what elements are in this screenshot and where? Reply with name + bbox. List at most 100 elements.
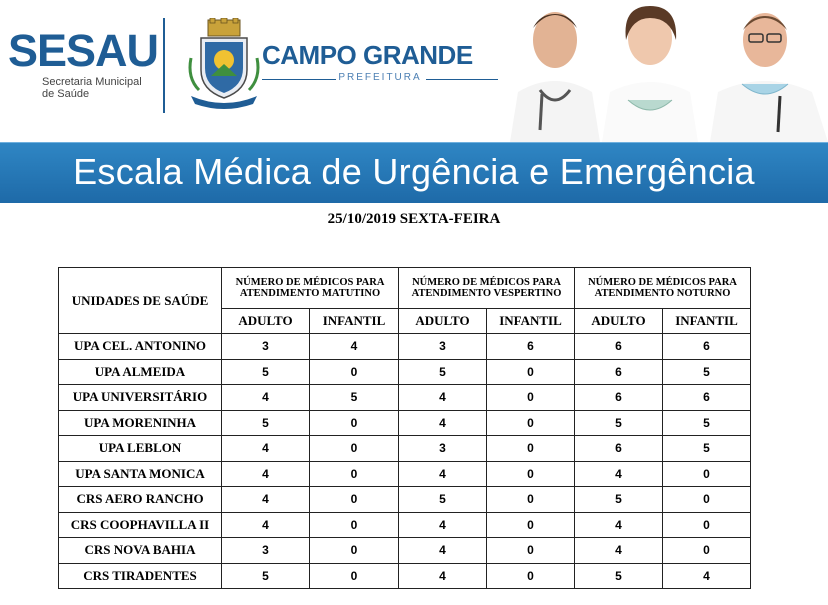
doctor-count-cell: 4 bbox=[221, 460, 310, 487]
doctor-count-cell: 6 bbox=[662, 384, 751, 411]
doctor-count-cell: 5 bbox=[221, 358, 310, 385]
doctor-count-cell: 5 bbox=[662, 409, 751, 436]
unit-name-cell: UPA ALMEIDA bbox=[58, 358, 222, 385]
doctor-count-cell: 0 bbox=[662, 511, 751, 538]
unit-name-cell: UPA CEL. ANTONINO bbox=[58, 333, 222, 360]
group-header-matutino: NÚMERO DE MÉDICOS PARA ATENDIMENTO MATUT… bbox=[221, 267, 399, 309]
doctor-count-cell: 4 bbox=[309, 333, 399, 360]
table-body: UPA CEL. ANTONINO 3 4 3 6 6 6 UPA ALMEIDA 5 0 5 0 6 5… bbox=[58, 333, 751, 589]
doctor-count-cell: 6 bbox=[662, 333, 751, 360]
doctor-count-cell: 0 bbox=[309, 460, 399, 487]
doctor-count-cell: 5 bbox=[574, 409, 663, 436]
doctor-count-cell: 5 bbox=[309, 384, 399, 411]
doctor-count-cell: 0 bbox=[486, 562, 575, 589]
doctor-count-cell: 4 bbox=[398, 562, 487, 589]
doctor-count-cell: 4 bbox=[398, 511, 487, 538]
sesau-subtitle-line1: Secretaria Municipal bbox=[42, 76, 142, 88]
sub-header-adulto: ADULTO bbox=[398, 308, 487, 334]
doctor-count-cell: 5 bbox=[398, 486, 487, 513]
doctor-count-cell: 5 bbox=[221, 562, 310, 589]
doctor-count-cell: 0 bbox=[662, 486, 751, 513]
table-row: UPA UNIVERSITÁRIO 4 5 4 0 6 6 bbox=[58, 384, 751, 411]
doctor-count-cell: 0 bbox=[486, 435, 575, 462]
unit-name-cell: CRS TIRADENTES bbox=[58, 562, 222, 589]
doctor-count-cell: 0 bbox=[662, 460, 751, 487]
doctor-count-cell: 5 bbox=[662, 435, 751, 462]
doctor-count-cell: 0 bbox=[309, 435, 399, 462]
doctor-count-cell: 6 bbox=[574, 384, 663, 411]
doctor-count-cell: 0 bbox=[486, 384, 575, 411]
unit-name-cell: CRS COOPHAVILLA II bbox=[58, 511, 222, 538]
city-title: CAMPO GRANDE bbox=[262, 40, 473, 70]
doctor-count-cell: 0 bbox=[662, 537, 751, 564]
unit-name-cell: CRS AERO RANCHO bbox=[58, 486, 222, 513]
doctor-count-cell: 4 bbox=[574, 460, 663, 487]
banner-title: Escala Médica de Urgência e Emergência bbox=[73, 151, 755, 192]
date-line: 25/10/2019 SEXTA-FEIRA bbox=[327, 211, 501, 227]
doctor-count-cell: 6 bbox=[486, 333, 575, 360]
doctor-count-cell: 0 bbox=[309, 511, 399, 538]
schedule-table: UNIDADES DE SAÚDE NÚMERO DE MÉDICOS PARA… bbox=[58, 267, 751, 589]
doctor-count-cell: 4 bbox=[398, 460, 487, 487]
doctor-count-cell: 3 bbox=[398, 333, 487, 360]
doctor-count-cell: 3 bbox=[398, 435, 487, 462]
doctor-count-cell: 0 bbox=[486, 511, 575, 538]
sub-header-adulto: ADULTO bbox=[574, 308, 663, 334]
city-subtitle-text: PREFEITURA bbox=[338, 72, 422, 83]
table-row: CRS TIRADENTES 5 0 4 0 5 4 bbox=[58, 562, 751, 589]
header-divider bbox=[163, 18, 165, 113]
unit-name-cell: UPA UNIVERSITÁRIO bbox=[58, 384, 222, 411]
doctor-count-cell: 4 bbox=[221, 486, 310, 513]
title-banner: Escala Médica de Urgência e Emergência bbox=[0, 142, 828, 203]
header: SESAU Secretaria Municipal de Saúde CAMP… bbox=[0, 0, 828, 142]
sesau-subtitle-line2: de Saúde bbox=[42, 88, 90, 100]
group-header-vespertino: NÚMERO DE MÉDICOS PARA ATENDIMENTO VESPE… bbox=[398, 267, 575, 309]
doctor-count-cell: 6 bbox=[574, 435, 663, 462]
doctor-count-cell: 3 bbox=[221, 333, 310, 360]
unit-name-cell: UPA LEBLON bbox=[58, 435, 222, 462]
table-row: UPA LEBLON 4 0 3 0 6 5 bbox=[58, 435, 751, 462]
sub-header-infantil: INFANTIL bbox=[662, 308, 751, 334]
table-row: CRS AERO RANCHO 4 0 5 0 5 0 bbox=[58, 486, 751, 513]
city-subtitle: PREFEITURA bbox=[262, 72, 498, 86]
doctor-count-cell: 5 bbox=[221, 409, 310, 436]
doctors-photo bbox=[510, 6, 828, 142]
table-row: UPA MORENINHA 5 0 4 0 5 5 bbox=[58, 409, 751, 436]
doctor-count-cell: 0 bbox=[486, 486, 575, 513]
unit-name-cell: UPA MORENINHA bbox=[58, 409, 222, 436]
table-row: UPA ALMEIDA 5 0 5 0 6 5 bbox=[58, 358, 751, 385]
doctor-count-cell: 5 bbox=[574, 562, 663, 589]
table-row: CRS COOPHAVILLA II 4 0 4 0 4 0 bbox=[58, 511, 751, 538]
doctor-count-cell: 4 bbox=[398, 537, 487, 564]
doctor-count-cell: 5 bbox=[662, 358, 751, 385]
doctor-count-cell: 0 bbox=[486, 409, 575, 436]
sub-header-infantil: INFANTIL bbox=[486, 308, 575, 334]
doctor-count-cell: 0 bbox=[486, 358, 575, 385]
table-row: UPA CEL. ANTONINO 3 4 3 6 6 6 bbox=[58, 333, 751, 360]
table-row: UPA SANTA MONICA 4 0 4 0 4 0 bbox=[58, 460, 751, 487]
doctor-count-cell: 0 bbox=[309, 537, 399, 564]
doctor-count-cell: 4 bbox=[662, 562, 751, 589]
sub-header-infantil: INFANTIL bbox=[309, 308, 399, 334]
doctor-count-cell: 4 bbox=[398, 384, 487, 411]
sesau-logo: SESAU bbox=[8, 25, 159, 76]
sub-header-adulto: ADULTO bbox=[221, 308, 310, 334]
units-header: UNIDADES DE SAÚDE bbox=[58, 267, 222, 334]
table-row: CRS NOVA BAHIA 3 0 4 0 4 0 bbox=[58, 537, 751, 564]
doctor-count-cell: 0 bbox=[309, 486, 399, 513]
doctor-count-cell: 5 bbox=[398, 358, 487, 385]
doctor-count-cell: 0 bbox=[309, 358, 399, 385]
doctor-count-cell: 4 bbox=[221, 511, 310, 538]
doctor-count-cell: 6 bbox=[574, 358, 663, 385]
doctor-count-cell: 0 bbox=[309, 562, 399, 589]
doctor-count-cell: 4 bbox=[574, 511, 663, 538]
doctor-count-cell: 0 bbox=[309, 409, 399, 436]
group-header-noturno: NÚMERO DE MÉDICOS PARA ATENDIMENTO NOTUR… bbox=[574, 267, 751, 309]
doctor-count-cell: 4 bbox=[221, 384, 310, 411]
unit-name-cell: CRS NOVA BAHIA bbox=[58, 537, 222, 564]
doctor-count-cell: 0 bbox=[486, 460, 575, 487]
doctor-count-cell: 0 bbox=[486, 537, 575, 564]
doctor-count-cell: 4 bbox=[574, 537, 663, 564]
doctor-count-cell: 4 bbox=[398, 409, 487, 436]
city-coat-of-arms-icon bbox=[188, 18, 260, 109]
